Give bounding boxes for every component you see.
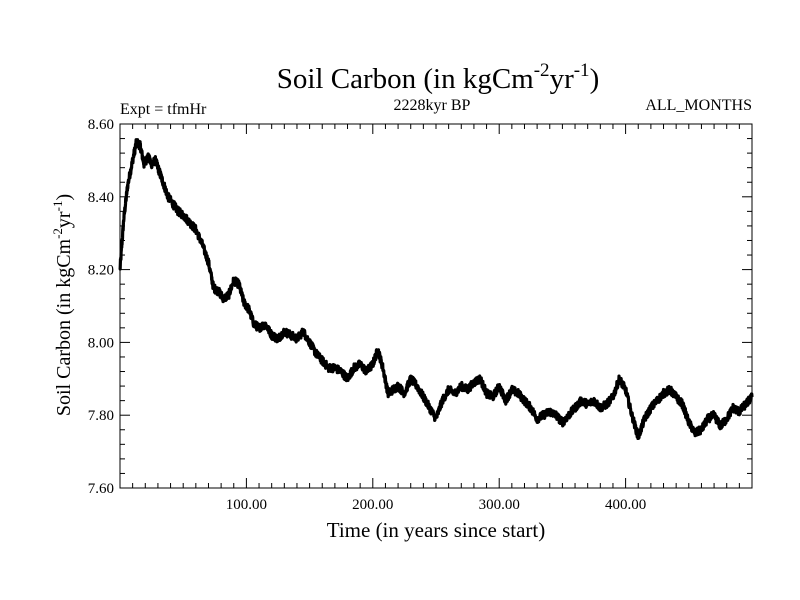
ylabel-sup2: -1 — [50, 201, 65, 212]
series-line-soil-carbon — [118, 138, 754, 441]
y-axis-label: Soil Carbon (in kgCm-2yr-1) — [50, 194, 75, 416]
x-tick-label: 300.00 — [479, 497, 520, 513]
x-tick-label: 400.00 — [605, 497, 646, 513]
x-axis-label: Time (in years since start) — [327, 518, 546, 542]
chart-title: Soil Carbon (in kgCm-2yr-1) — [277, 60, 599, 95]
x-tick-label: 100.00 — [226, 497, 267, 513]
x-tick-labels: 100.00 200.00 300.00 400.00 — [226, 497, 646, 513]
y-tick-label: 7.60 — [88, 481, 114, 497]
x-tick-label: 200.00 — [352, 497, 393, 513]
ylabel-sup1: -2 — [50, 228, 65, 239]
y-tick-label: 7.80 — [88, 408, 114, 424]
y-tick-label: 8.20 — [88, 263, 114, 279]
y-tick-label: 8.00 — [88, 335, 114, 351]
ylabel-main: Soil Carbon (in kgCm — [53, 238, 75, 416]
ylabel-mid: yr — [53, 211, 75, 228]
y-tick-label: 8.60 — [88, 117, 114, 133]
axis-ticks — [120, 124, 752, 488]
y-tick-label: 8.40 — [88, 190, 114, 206]
y-tick-labels: 7.60 7.80 8.00 8.20 8.40 8.60 — [88, 117, 114, 497]
months-label: ALL_MONTHS — [645, 97, 752, 114]
title-main: Soil Carbon (in kgCm — [277, 63, 534, 95]
title-sup2: -1 — [574, 60, 590, 81]
ylabel-end: ) — [53, 194, 75, 201]
period-label: 2228kyr BP — [394, 97, 471, 114]
plot-frame — [119, 123, 753, 489]
expt-label: Expt = tfmHr — [120, 101, 207, 118]
title-sup1: -2 — [534, 60, 550, 81]
title-mid: yr — [550, 63, 575, 95]
title-end: ) — [590, 63, 600, 95]
